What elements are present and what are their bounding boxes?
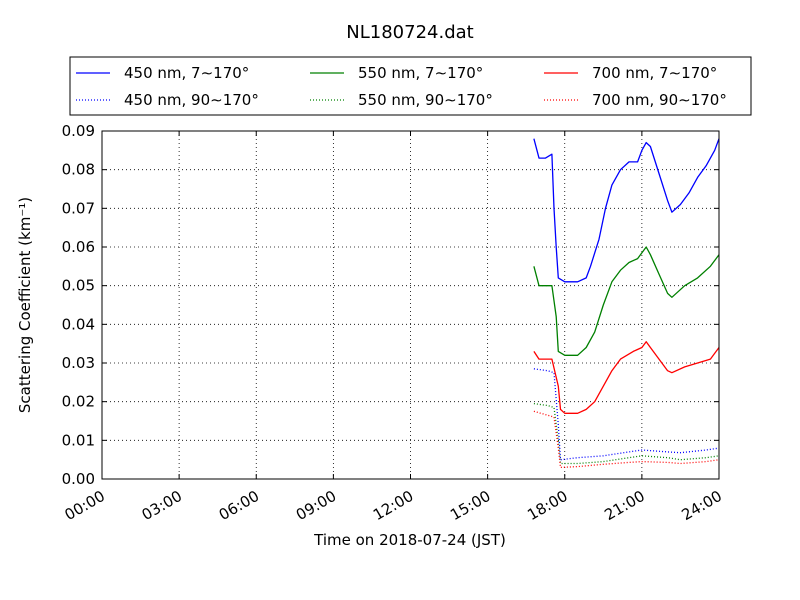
y-tick-label: 0.00 xyxy=(62,470,95,488)
y-tick-label: 0.08 xyxy=(62,161,95,179)
y-tick-label: 0.09 xyxy=(62,122,95,140)
y-tick-labels: 0.00 0.01 0.02 0.03 0.04 0.05 0.06 0.07 0.08 0.09 xyxy=(62,122,95,488)
legend: 450 nm, 7∼170° 450 nm, 90∼170° 550 nm, 7∼1… xyxy=(69,56,752,116)
series-line-5 xyxy=(533,410,720,469)
grid xyxy=(101,130,720,480)
x-tick-label: 12:00 xyxy=(370,487,416,524)
y-tick-label: 0.07 xyxy=(62,199,95,217)
x-tick-labels: 00:00 03:00 06:00 09:00 12:00 15:00 18:00 21:00… xyxy=(62,487,725,524)
x-tick-label: 24:00 xyxy=(679,487,725,524)
series-line-2 xyxy=(533,246,720,356)
y-tick-label: 0.02 xyxy=(62,393,95,411)
x-axis-label: Time on 2018-07-24 (JST) xyxy=(313,531,506,549)
legend-label-3: 550 nm, 90∼170° xyxy=(358,91,493,109)
ticks xyxy=(101,130,720,480)
legend-label-1: 450 nm, 90∼170° xyxy=(124,91,259,109)
legend-label-5: 700 nm, 90∼170° xyxy=(592,91,727,109)
chart-title: NL180724.dat xyxy=(346,22,473,43)
legend-frame xyxy=(69,56,752,116)
legend-label-2: 550 nm, 7∼170° xyxy=(358,64,483,82)
y-tick-label: 0.03 xyxy=(62,354,95,372)
y-tick-label: 0.05 xyxy=(62,277,95,295)
x-tick-label: 18:00 xyxy=(524,487,570,524)
x-tick-label: 15:00 xyxy=(447,487,493,524)
series-line-4 xyxy=(533,341,720,414)
series-line-1 xyxy=(533,368,720,461)
x-tick-label: 06:00 xyxy=(216,487,262,524)
x-tick-label: 21:00 xyxy=(601,487,647,524)
y-tick-label: 0.01 xyxy=(62,431,95,449)
series-line-3 xyxy=(533,402,720,465)
x-tick-label: 03:00 xyxy=(139,487,185,524)
y-tick-label: 0.06 xyxy=(62,238,95,256)
legend-label-4: 700 nm, 7∼170° xyxy=(592,64,717,82)
legend-label-0: 450 nm, 7∼170° xyxy=(124,64,249,82)
series-group xyxy=(533,138,720,469)
series-line-0 xyxy=(533,138,720,283)
y-tick-label: 0.04 xyxy=(62,315,95,333)
x-tick-label: 00:00 xyxy=(62,487,108,524)
x-tick-label: 09:00 xyxy=(293,487,339,524)
y-axis-label: Scattering Coefficient (km⁻¹) xyxy=(16,197,34,413)
